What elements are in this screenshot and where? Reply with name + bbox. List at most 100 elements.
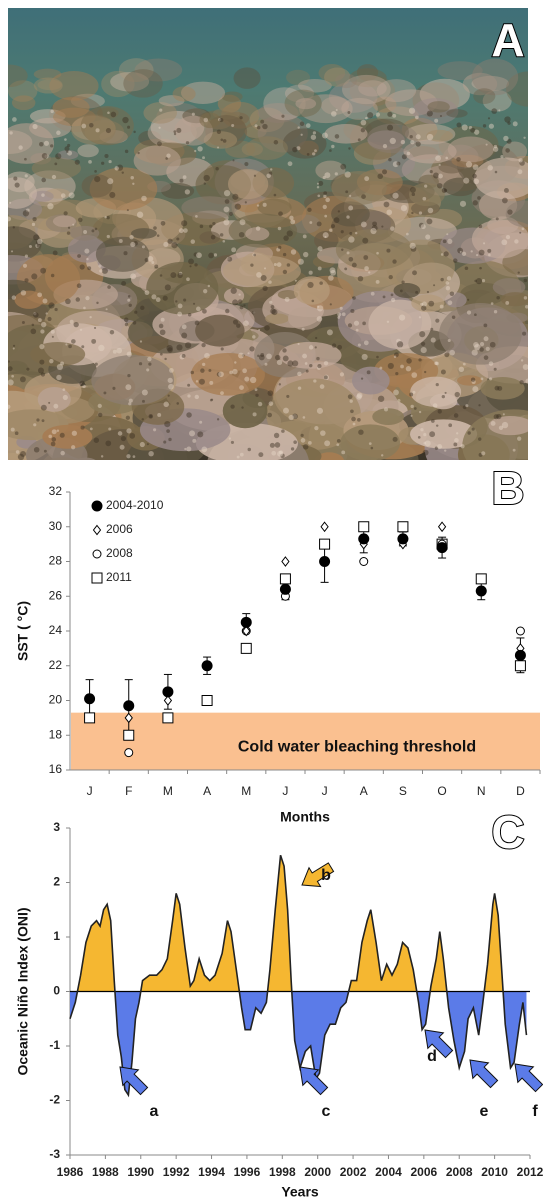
legend-label: 2008 — [106, 546, 133, 560]
coral-polyp — [278, 246, 281, 249]
coral-polyp — [176, 344, 182, 350]
coral-polyp — [70, 320, 74, 324]
coral-polyp — [452, 315, 455, 318]
coral-polyp — [183, 298, 186, 301]
coral-polyp — [225, 309, 229, 313]
coral-polyp — [269, 401, 274, 406]
coral-polyp — [303, 444, 309, 450]
coral-polyp — [302, 328, 305, 331]
coral-polyp — [517, 169, 522, 174]
coral-polyp — [167, 239, 172, 244]
coral-polyp — [38, 318, 42, 322]
coral-polyp — [465, 404, 468, 407]
coral-polyp — [420, 428, 423, 431]
coral-polyp — [419, 316, 421, 318]
coral-polyp — [319, 281, 323, 285]
coral-polyp — [301, 438, 306, 443]
coral-polyp — [164, 358, 166, 360]
coral-polyp — [83, 230, 87, 234]
coral-polyp — [257, 126, 261, 130]
coral-polyp — [140, 340, 142, 342]
coral-polyp — [274, 140, 279, 145]
coral-polyp — [322, 133, 328, 139]
coral-colony — [71, 457, 101, 477]
coral-polyp — [428, 208, 434, 214]
coral-colony — [30, 342, 85, 367]
coral-polyp — [51, 330, 55, 334]
coral-polyp — [356, 329, 359, 332]
coral-polyp — [163, 402, 168, 407]
coral-polyp — [34, 447, 40, 453]
coral-polyp — [362, 321, 366, 325]
coral-polyp — [364, 176, 369, 181]
coral-polyp — [32, 217, 36, 221]
coral-polyp — [289, 216, 293, 220]
coral-polyp — [60, 361, 64, 365]
coral-polyp — [112, 387, 115, 390]
coral-polyp — [483, 242, 485, 244]
coral-polyp — [75, 160, 80, 165]
coral-polyp — [159, 127, 161, 129]
coral-polyp — [481, 451, 485, 455]
coral-polyp — [37, 292, 42, 297]
coral-polyp — [376, 280, 380, 284]
coral-polyp — [496, 217, 499, 220]
coral-polyp — [438, 409, 442, 413]
coral-polyp — [314, 149, 317, 152]
x-tick-label: 1992 — [163, 1165, 190, 1179]
coral-polyp — [39, 360, 44, 365]
coral-polyp — [140, 442, 145, 447]
coral-polyp — [176, 128, 181, 133]
coral-polyp — [252, 311, 255, 314]
coral-polyp — [400, 290, 403, 293]
coral-polyp — [231, 441, 234, 444]
point — [241, 643, 251, 653]
coral-polyp — [378, 396, 384, 402]
coral-polyp — [288, 161, 293, 166]
y-tick-label: 30 — [49, 519, 63, 533]
coral-polyp — [98, 265, 101, 268]
coral-polyp — [415, 291, 418, 294]
coral-colony — [439, 303, 522, 365]
coral-polyp — [44, 141, 49, 146]
coral-colony — [372, 408, 404, 425]
point — [164, 696, 171, 705]
coral-polyp — [459, 367, 464, 372]
coral-polyp — [51, 274, 55, 278]
coral-polyp — [291, 447, 294, 450]
coral-polyp — [478, 404, 480, 406]
coral-polyp — [435, 362, 439, 366]
coral-colony — [50, 462, 73, 474]
coral-polyp — [179, 179, 183, 183]
coral-polyp — [278, 211, 283, 216]
coral-polyp — [32, 324, 35, 327]
coral-polyp — [519, 380, 523, 384]
coral-polyp — [344, 267, 347, 270]
coral-polyp — [482, 279, 485, 282]
coral-colony — [53, 97, 90, 118]
coral-polyp — [341, 249, 343, 251]
coral-polyp — [192, 113, 195, 116]
coral-polyp — [476, 254, 478, 256]
x-tick-label: 1996 — [234, 1165, 261, 1179]
coral-polyp — [142, 389, 148, 395]
coral-polyp — [60, 451, 64, 455]
coral-polyp — [323, 191, 327, 195]
coral-polyp — [484, 336, 489, 341]
y-tick-label: 0 — [53, 984, 60, 998]
coral-polyp — [186, 141, 189, 144]
coral-polyp — [507, 209, 512, 214]
coral-polyp — [524, 296, 527, 299]
coral-polyp — [253, 412, 257, 416]
coral-polyp — [201, 447, 207, 453]
coral-polyp — [141, 196, 147, 202]
coral-polyp — [234, 361, 236, 363]
x-tick-label: J — [282, 784, 288, 798]
coral-polyp — [320, 430, 326, 436]
coral-polyp — [348, 206, 353, 211]
coral-polyp — [312, 152, 315, 155]
coral-polyp — [119, 239, 123, 243]
coral-polyp — [281, 115, 284, 118]
coral-polyp — [188, 259, 194, 265]
coral-polyp — [64, 211, 68, 215]
